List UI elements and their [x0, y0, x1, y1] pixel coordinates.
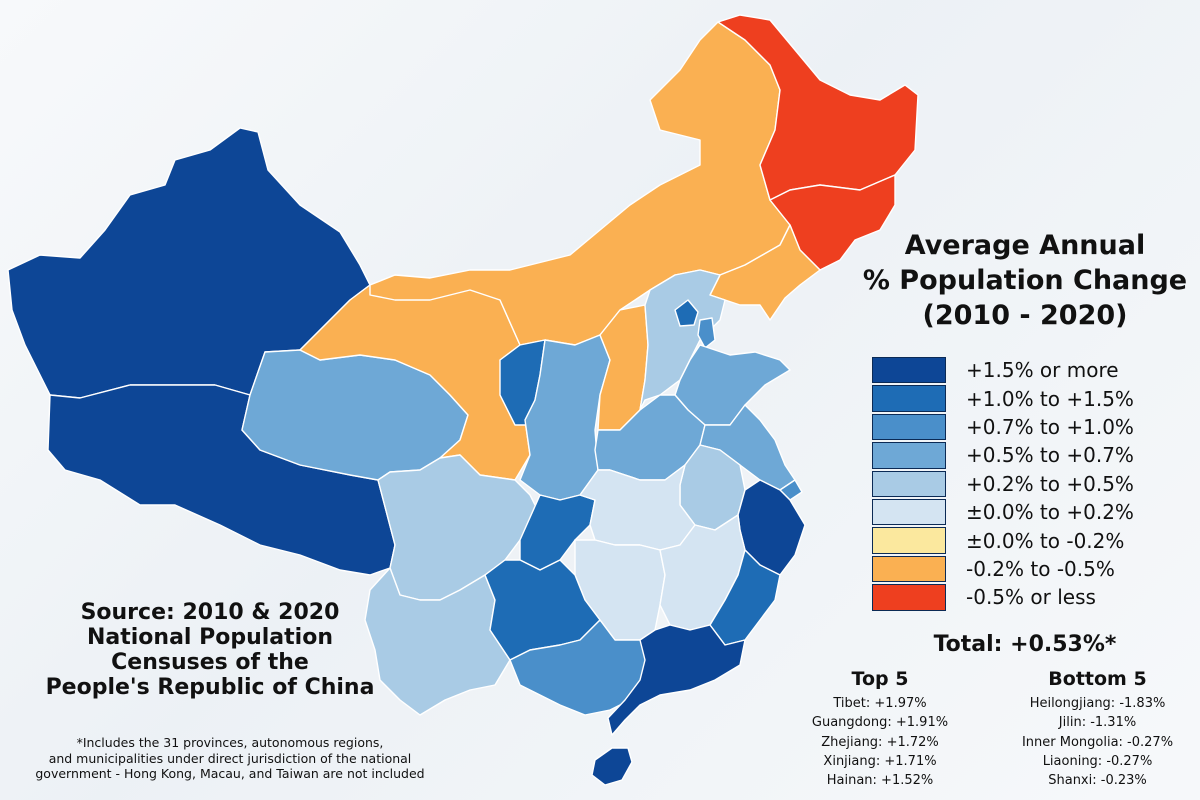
legend-swatch [872, 413, 946, 441]
source-line-2: National Population [86, 625, 333, 650]
legend-item: +0.7% to +1.0% [872, 413, 1172, 441]
legend-item: -0.5% or less [872, 583, 1172, 611]
legend-label: +0.2% to +0.5% [966, 471, 1134, 496]
legend-label: -0.5% or less [966, 585, 1096, 610]
province-yunnan [364, 567, 511, 716]
bottom-5-heading: Bottom 5 [1048, 668, 1147, 690]
legend-swatch [872, 385, 946, 412]
footnote-line-1: *Includes the 31 provinces, autonomous r… [76, 735, 384, 750]
province-hainan [591, 747, 633, 786]
total-change: Total: +0.53%* [933, 632, 1117, 657]
source-line-4: People's Republic of China [45, 675, 375, 700]
bottom-5-item: Shanxi: -0.23% [1048, 773, 1147, 789]
source-caption: Source: 2010 & 2020 National Population … [20, 600, 400, 700]
legend-label: -0.2% to -0.5% [966, 556, 1115, 581]
legend-label: +0.5% to +0.7% [966, 443, 1134, 468]
top-5-item: Hainan: +1.52% [826, 773, 934, 789]
title-line-1: Average Annual [904, 230, 1146, 261]
legend: +1.5% or more +1.0% to +1.5% +0.7% to +1… [872, 356, 1172, 612]
bottom-5-item: Heilongjiang: -1.83% [1029, 696, 1166, 711]
title-line-2: % Population Change [862, 265, 1188, 296]
legend-swatch [872, 498, 946, 526]
legend-label: ±0.0% to -0.2% [966, 528, 1125, 553]
legend-swatch [872, 442, 946, 469]
legend-label: +1.5% or more [966, 358, 1119, 383]
legend-item: +1.0% to +1.5% [872, 384, 1172, 412]
bottom-5-item: Jilin: -1.31% [1058, 715, 1137, 731]
top-5-item: Zhejiang: +1.72% [821, 734, 939, 750]
legend-item: +0.5% to +0.7% [872, 441, 1172, 469]
province-guangdong [607, 624, 746, 736]
legend-item: -0.2% to -0.5% [872, 555, 1172, 583]
footnote-line-3: government - Hong Kong, Macau, and Taiwa… [35, 766, 425, 781]
footnote-line-2: and municipalities under direct jurisdic… [48, 750, 412, 766]
title-line-3: (2010 - 2020) [922, 300, 1128, 331]
bottom-5-item: Inner Mongolia: -0.27% [1021, 734, 1174, 750]
top-5-item: Tibet: +1.97% [833, 696, 927, 711]
bottom-5-list: Bottom 5 Heilongjiang: -1.83% Jilin: -1.… [1000, 668, 1195, 790]
legend-label: +1.0% to +1.5% [966, 386, 1134, 411]
top-5-item: Xinjiang: +1.71% [823, 753, 937, 769]
legend-swatch [872, 356, 946, 384]
source-line-1: Source: 2010 & 2020 [80, 600, 340, 625]
legend-label: +0.7% to +1.0% [966, 414, 1134, 439]
legend-swatch [872, 527, 946, 554]
source-line-3: Censuses of the [111, 650, 309, 675]
legend-item: ±0.0% to +0.2% [872, 498, 1172, 526]
bottom-5-item: Liaoning: -0.27% [1042, 753, 1153, 769]
legend-swatch [872, 584, 946, 611]
legend-item: +1.5% or more [872, 356, 1172, 384]
legend-label: ±0.0% to +0.2% [966, 500, 1134, 525]
legend-swatch [872, 470, 946, 497]
province-tianjin [697, 317, 716, 349]
map-title: Average Annual % Population Change (2010… [860, 228, 1190, 333]
legend-swatch [872, 555, 946, 583]
legend-item: +0.2% to +0.5% [872, 470, 1172, 498]
top-5-heading: Top 5 [851, 668, 909, 690]
footnote: *Includes the 31 provinces, autonomous r… [20, 735, 440, 782]
top-5-item: Guangdong: +1.91% [811, 715, 949, 731]
province-beijing [674, 299, 699, 327]
legend-item: ±0.0% to -0.2% [872, 526, 1172, 554]
top-5-list: Top 5 Tibet: +1.97% Guangdong: +1.91% Zh… [780, 668, 980, 790]
